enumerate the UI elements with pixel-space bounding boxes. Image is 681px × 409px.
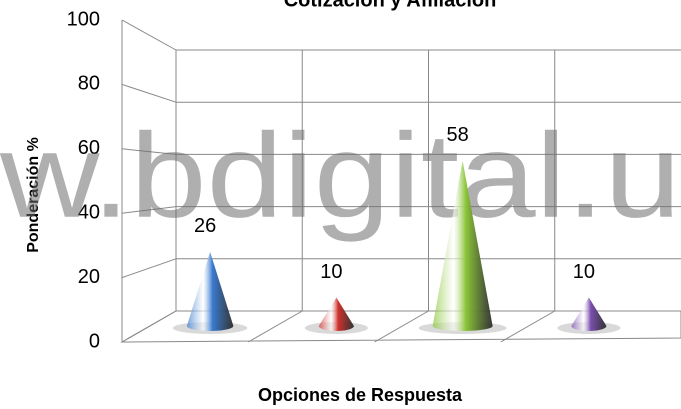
y-tick-label: 20 [78, 266, 100, 288]
grid-line [121, 83, 177, 103]
y-tick-label: 40 [78, 201, 100, 223]
data-label: 26 [194, 215, 216, 237]
cone [318, 297, 354, 332]
x-axis-label: Opciones de Respuesta [258, 385, 463, 405]
watermark: w.bdigital.u [0, 109, 681, 243]
floor-divider [500, 310, 555, 343]
grid-line [121, 148, 177, 155]
cone [432, 160, 493, 331]
y-tick-label: 80 [78, 73, 100, 95]
grid-line [121, 19, 177, 51]
grid-line [121, 310, 177, 343]
grid-line [121, 206, 177, 214]
data-label: 10 [320, 261, 342, 283]
grid-line [121, 258, 177, 279]
data-label: 58 [447, 124, 469, 146]
chart-title: Cotización y Afiliación [284, 0, 497, 11]
cone [571, 297, 607, 332]
y-tick-label: 0 [89, 330, 100, 352]
cone [186, 251, 234, 332]
floor-divider [374, 310, 429, 343]
y-tick-label: 100 [67, 8, 100, 30]
y-tick-label: 60 [78, 137, 100, 159]
floor-divider [248, 310, 303, 343]
y-axis-label: Ponderación % [25, 137, 42, 253]
data-label: 10 [573, 261, 595, 283]
